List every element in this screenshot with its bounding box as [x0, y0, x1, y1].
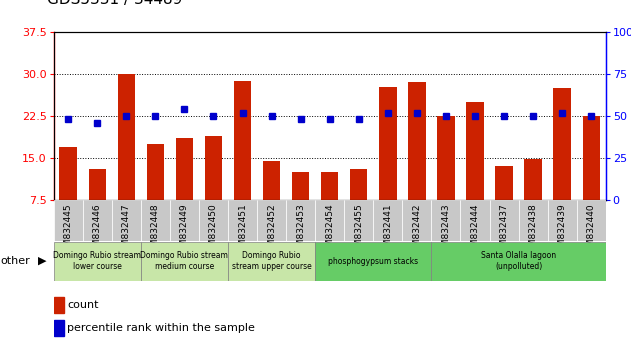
Text: count: count [68, 300, 99, 310]
Bar [315, 200, 345, 241]
Bar [432, 241, 606, 281]
Text: GSM832449: GSM832449 [180, 203, 189, 258]
Text: other: other [0, 256, 30, 266]
Bar [321, 172, 338, 242]
Text: GSM832437: GSM832437 [500, 203, 509, 258]
Bar [175, 138, 193, 242]
Bar [146, 144, 164, 242]
Text: GSM832445: GSM832445 [64, 203, 73, 258]
Bar [228, 241, 315, 281]
Bar [234, 81, 251, 242]
Bar [286, 200, 315, 241]
Text: percentile rank within the sample: percentile rank within the sample [68, 323, 256, 333]
Bar [582, 116, 600, 242]
Text: Domingo Rubio stream
lower course: Domingo Rubio stream lower course [53, 251, 141, 271]
Bar [141, 241, 228, 281]
Text: GSM832454: GSM832454 [325, 203, 334, 258]
Bar [315, 241, 432, 281]
Bar [170, 200, 199, 241]
Bar [548, 200, 577, 241]
Bar [141, 200, 170, 241]
Bar [577, 200, 606, 241]
Bar [263, 161, 280, 242]
Bar [345, 200, 374, 241]
Bar [374, 200, 403, 241]
Bar [437, 116, 455, 242]
Bar [112, 200, 141, 241]
Bar [519, 200, 548, 241]
Bar [117, 74, 135, 242]
Bar [88, 169, 106, 242]
Bar [228, 200, 257, 241]
Bar [350, 169, 367, 242]
Text: GSM832452: GSM832452 [267, 203, 276, 258]
Text: GSM832440: GSM832440 [587, 203, 596, 258]
Text: GSM832441: GSM832441 [383, 203, 392, 258]
Bar [257, 200, 286, 241]
Bar [495, 166, 513, 242]
Text: Domingo Rubio
stream upper course: Domingo Rubio stream upper course [232, 251, 312, 271]
Bar [199, 200, 228, 241]
Bar [292, 172, 309, 242]
Text: GSM832438: GSM832438 [529, 203, 538, 258]
Bar [54, 241, 141, 281]
Bar [461, 200, 490, 241]
Bar [379, 87, 396, 242]
Text: GSM832439: GSM832439 [558, 203, 567, 258]
Text: GSM832444: GSM832444 [471, 203, 480, 258]
Bar [432, 200, 461, 241]
Text: GDS5331 / 34489: GDS5331 / 34489 [47, 0, 183, 7]
Text: phosphogypsum stacks: phosphogypsum stacks [328, 257, 418, 266]
Bar [54, 297, 64, 313]
Text: GSM832451: GSM832451 [238, 203, 247, 258]
Text: GSM832442: GSM832442 [413, 203, 422, 258]
Text: GSM832447: GSM832447 [122, 203, 131, 258]
Bar [59, 147, 77, 242]
Bar [54, 200, 83, 241]
Text: Domingo Rubio stream
medium course: Domingo Rubio stream medium course [141, 251, 228, 271]
Text: GSM832446: GSM832446 [93, 203, 102, 258]
Text: GSM832448: GSM832448 [151, 203, 160, 258]
Bar [408, 82, 425, 242]
Bar [490, 200, 519, 241]
Text: Santa Olalla lagoon
(unpolluted): Santa Olalla lagoon (unpolluted) [481, 251, 556, 271]
Bar [466, 102, 484, 242]
Text: GSM832443: GSM832443 [442, 203, 451, 258]
Bar [553, 88, 571, 242]
Bar [403, 200, 432, 241]
Bar [524, 159, 542, 242]
Bar [83, 200, 112, 241]
Text: GSM832453: GSM832453 [296, 203, 305, 258]
Text: ▶: ▶ [38, 256, 46, 266]
Bar [204, 136, 222, 242]
Text: GSM832455: GSM832455 [354, 203, 363, 258]
Bar [54, 320, 64, 336]
Text: GSM832450: GSM832450 [209, 203, 218, 258]
